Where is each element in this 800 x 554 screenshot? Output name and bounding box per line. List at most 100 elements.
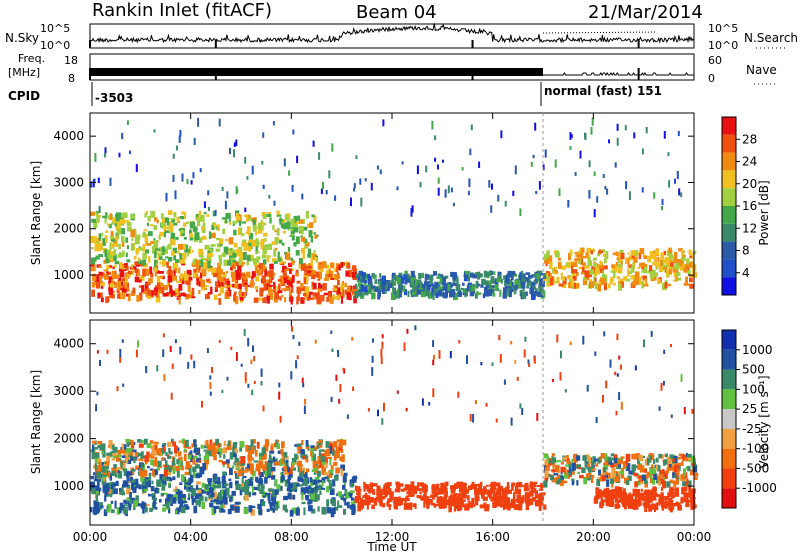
- data-cell: [333, 296, 339, 300]
- data-cell: [93, 500, 99, 504]
- data-cell: [232, 283, 236, 288]
- data-cell: [489, 289, 493, 297]
- data-cell: [687, 499, 693, 503]
- data-cell: [122, 480, 128, 488]
- data-cell: [298, 219, 304, 224]
- data-cell: [587, 463, 590, 468]
- data-cell: [610, 464, 615, 468]
- data-cell: [411, 291, 416, 296]
- data-cell: [663, 131, 666, 139]
- data-cell: [135, 271, 138, 277]
- data-cell: [134, 276, 140, 283]
- data-cell: [120, 212, 125, 218]
- data-cell: [240, 463, 245, 471]
- data-cell: [260, 380, 263, 386]
- data-cell: [385, 289, 390, 292]
- data-cell: [453, 293, 458, 301]
- data-cell: [239, 447, 243, 452]
- data-cell: [196, 457, 199, 463]
- data-cell: [310, 236, 314, 243]
- data-cell: [494, 284, 499, 292]
- data-cell: [318, 484, 322, 489]
- data-cell: [465, 289, 468, 297]
- data-cell: [149, 440, 154, 444]
- data-cell: [297, 446, 303, 454]
- data-cell: [472, 414, 475, 423]
- data-cell: [293, 215, 298, 224]
- data-cell: [297, 293, 300, 301]
- data-cell: [399, 289, 402, 298]
- data-cell: [426, 274, 430, 280]
- data-cell: [459, 496, 463, 499]
- data-cell: [104, 276, 109, 280]
- data-cell: [617, 461, 621, 469]
- data-cell: [483, 502, 487, 507]
- data-cell: [588, 160, 591, 168]
- y-tick-label: 1000: [53, 479, 84, 493]
- data-cell: [641, 187, 644, 193]
- data-cell: [475, 280, 479, 289]
- data-cell: [97, 440, 103, 445]
- data-cell: [320, 487, 326, 490]
- data-cell: [357, 276, 361, 283]
- data-cell: [467, 500, 471, 503]
- data-cell: [506, 489, 511, 494]
- data-cell: [129, 447, 133, 455]
- data-cell: [604, 257, 607, 264]
- velocity-colorbar-tick-label: -100: [742, 442, 769, 456]
- data-cell: [599, 266, 604, 273]
- data-cell: [305, 210, 309, 219]
- data-cell: [116, 467, 122, 471]
- data-cell: [319, 460, 322, 468]
- data-cell: [196, 219, 201, 227]
- data-cell: [155, 507, 158, 510]
- data-cell: [583, 476, 588, 485]
- data-cell: [643, 504, 647, 508]
- data-cell: [544, 467, 548, 472]
- data-cell: [429, 278, 432, 285]
- data-cell: [512, 190, 515, 197]
- data-cell: [350, 482, 354, 488]
- data-cell: [185, 506, 189, 510]
- data-cell: [124, 283, 128, 291]
- data-cell: [332, 441, 338, 448]
- data-cell: [546, 276, 551, 283]
- data-cell: [144, 284, 149, 291]
- data-cell: [357, 504, 362, 512]
- data-cell: [672, 504, 675, 510]
- data-cell: [636, 489, 640, 492]
- data-cell: [264, 271, 270, 277]
- data-cell: [304, 271, 309, 276]
- data-cell: [634, 365, 637, 371]
- data-cell: [488, 180, 491, 188]
- data-cell: [325, 190, 328, 195]
- data-cell: [138, 285, 143, 288]
- data-cell: [381, 285, 385, 294]
- data-cell: [143, 469, 148, 477]
- data-cell: [286, 221, 291, 229]
- data-cell: [273, 248, 277, 257]
- data-cell: [139, 276, 142, 281]
- data-cell: [401, 285, 404, 290]
- data-cell: [213, 272, 218, 278]
- data-cell: [514, 279, 519, 286]
- data-cell: [416, 495, 421, 499]
- data-cell: [511, 484, 514, 491]
- data-cell: [523, 349, 526, 358]
- data-cell: [154, 217, 158, 222]
- data-cell: [568, 252, 572, 261]
- data-cell: [619, 498, 622, 503]
- data-cell: [680, 192, 683, 198]
- data-cell: [438, 289, 443, 297]
- data-cell: [481, 493, 485, 499]
- data-cell: [96, 465, 102, 472]
- data-cell: [248, 459, 252, 464]
- data-cell: [259, 473, 262, 481]
- data-cell: [263, 283, 267, 291]
- data-cell: [662, 486, 666, 489]
- data-cell: [351, 336, 354, 341]
- data-cell: [544, 470, 549, 478]
- data-cell: [225, 270, 229, 274]
- data-cell: [104, 152, 107, 158]
- data-cell: [188, 486, 192, 490]
